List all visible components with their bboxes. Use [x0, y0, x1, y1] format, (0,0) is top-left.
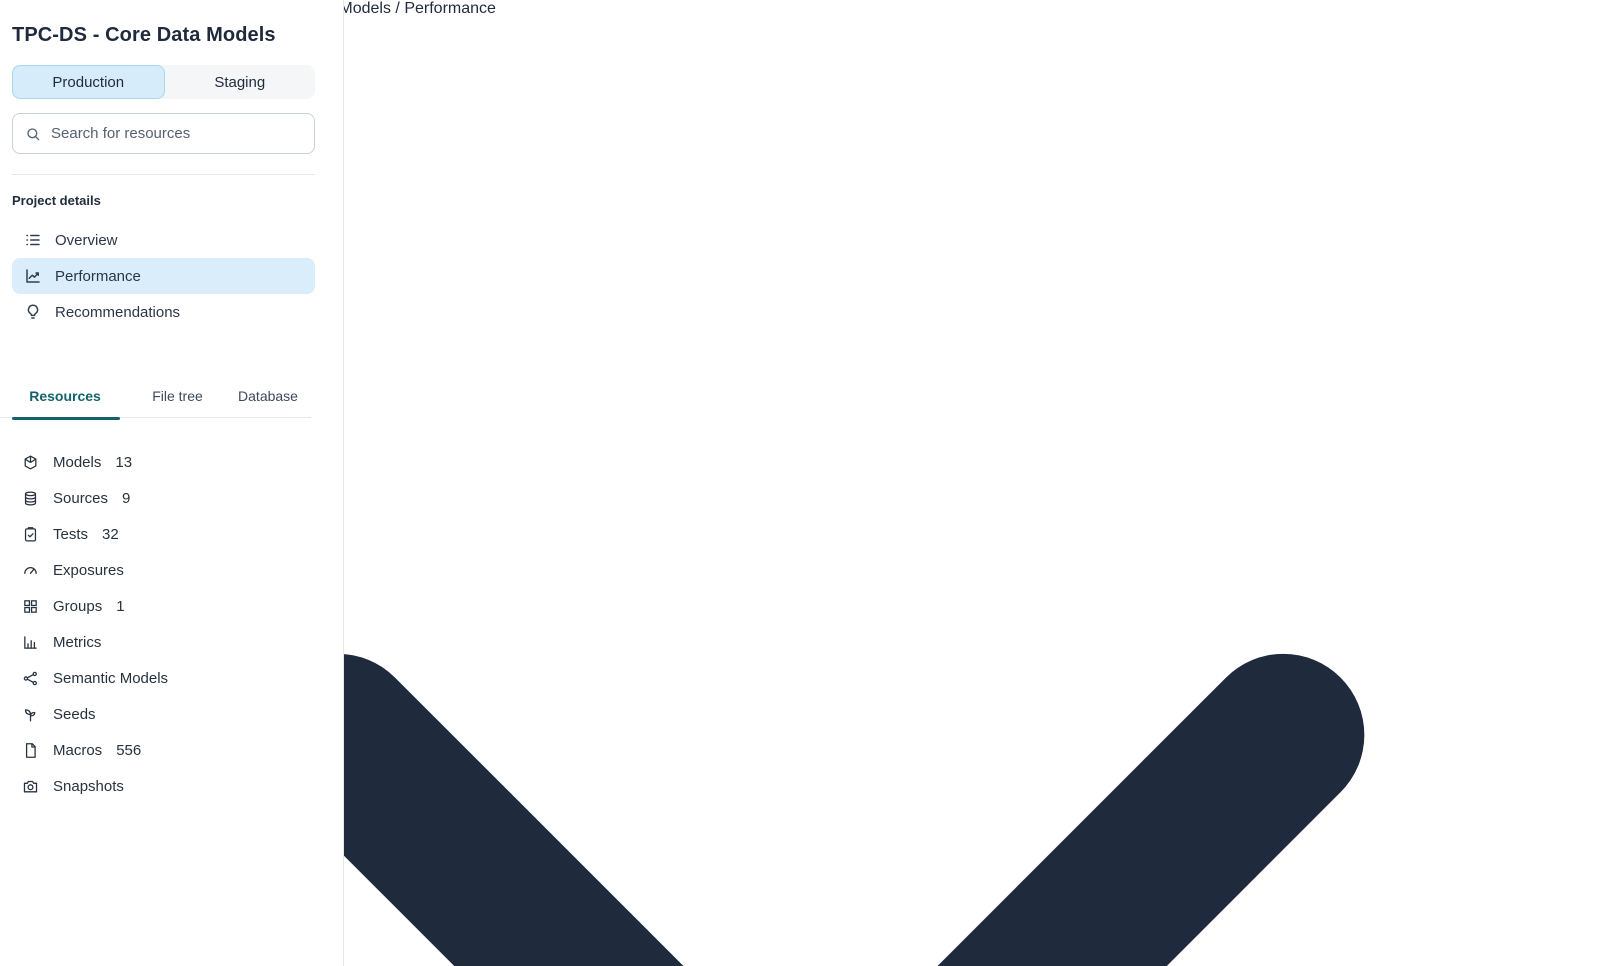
resource-count: 556 [116, 741, 142, 759]
tab-file-tree[interactable]: File tree [152, 388, 203, 404]
sidebar-divider [12, 174, 315, 175]
search-icon [25, 126, 41, 142]
environment-production-button[interactable]: Production [12, 65, 165, 99]
project-title: TPC-DS - Core Data Models [12, 24, 276, 46]
resource-list: Models 13 Sources 9 Tests 32 Exposures G… [12, 444, 307, 804]
sidebar-item-label: Performance [55, 267, 141, 285]
resource-count: 9 [122, 489, 131, 507]
environment-toggle: Production Staging [12, 65, 315, 99]
resource-label: Snapshots [53, 777, 124, 795]
resource-item-seeds[interactable]: Seeds [12, 696, 307, 732]
tab-resources[interactable]: Resources [0, 370, 130, 420]
gauge-icon [22, 562, 39, 579]
lightbulb-icon [24, 303, 42, 321]
resource-label: Metrics [53, 633, 102, 651]
trend-chart-icon [24, 267, 42, 285]
search-input[interactable] [51, 125, 302, 142]
resource-label: Groups [53, 597, 103, 615]
list-icon [24, 231, 42, 249]
grid-icon [22, 598, 39, 615]
resource-item-snapshots[interactable]: Snapshots [12, 768, 307, 804]
resource-item-sources[interactable]: Sources 9 [12, 480, 307, 516]
resource-label: Semantic Models [53, 669, 169, 687]
resource-label: Models [53, 453, 102, 471]
clipboard-check-icon [22, 526, 39, 543]
resource-item-tests[interactable]: Tests 32 [12, 516, 307, 552]
database-icon [22, 490, 39, 507]
project-nav: Overview Performance Recommendations [12, 222, 315, 330]
resource-label: Seeds [53, 705, 96, 723]
resource-item-models[interactable]: Models 13 [12, 444, 307, 480]
tab-database[interactable]: Database [238, 388, 298, 404]
bar-chart-icon [22, 634, 39, 651]
sidebar: TPC-DS - Core Data Models Production Sta… [0, 0, 344, 966]
camera-icon [22, 778, 39, 795]
resource-label: Tests [53, 525, 89, 543]
sidebar-item-performance[interactable]: Performance [12, 258, 315, 294]
nodes-icon [22, 670, 39, 687]
breadcrumb-separator: / [395, 0, 400, 17]
sidebar-tabs: Resources File tree Database [0, 370, 311, 420]
sidebar-item-label: Overview [55, 231, 118, 249]
resource-label: Sources [53, 489, 109, 507]
resource-count: 32 [102, 525, 119, 543]
resource-item-exposures[interactable]: Exposures [12, 552, 307, 588]
sidebar-item-overview[interactable]: Overview [12, 222, 315, 258]
environment-staging-button[interactable]: Staging [214, 73, 266, 91]
resource-count: 1 [116, 597, 125, 615]
resource-label: Exposures [53, 561, 124, 579]
seedling-icon [22, 706, 39, 723]
resource-search[interactable] [12, 113, 315, 154]
resource-item-macros[interactable]: Macros 556 [12, 732, 307, 768]
resource-item-groups[interactable]: Groups 1 [12, 588, 307, 624]
cube-icon [22, 454, 39, 471]
document-icon [22, 742, 39, 759]
project-details-label: Project details [12, 193, 101, 208]
resource-item-metrics[interactable]: Metrics [12, 624, 307, 660]
sidebar-item-label: Recommendations [55, 303, 181, 321]
resource-count: 13 [115, 453, 133, 471]
resource-item-semantic-models[interactable]: Semantic Models [12, 660, 307, 696]
breadcrumb-item-current: Performance [404, 0, 496, 17]
sidebar-item-recommendations[interactable]: Recommendations [12, 294, 315, 330]
resource-label: Macros [53, 741, 103, 759]
